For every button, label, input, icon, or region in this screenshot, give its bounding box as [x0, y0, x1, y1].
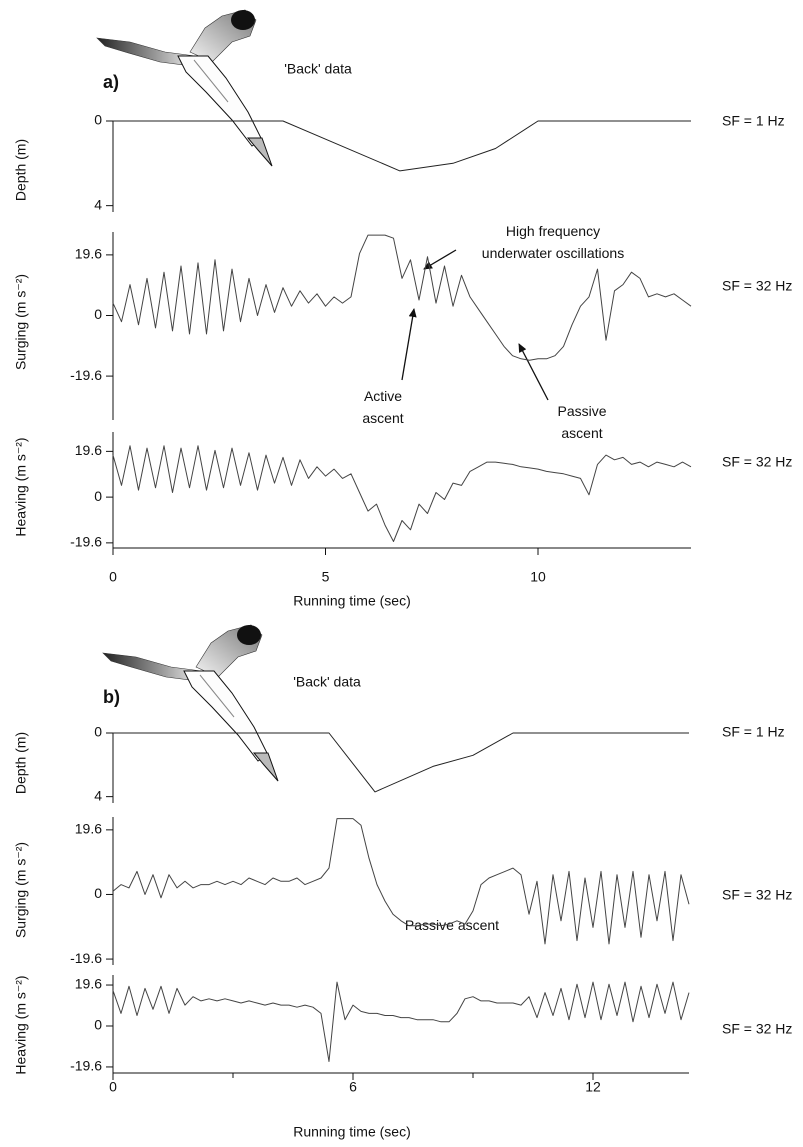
y-axis-title: Depth (m): [13, 732, 29, 794]
y-tick-label: 0: [94, 306, 102, 322]
panel-label: a): [103, 72, 119, 92]
y-tick-label: 19.6: [75, 821, 102, 837]
annotation-line: Active: [364, 388, 402, 404]
panel-caption: 'Back' data: [293, 674, 361, 690]
y-tick-label: 0: [94, 488, 102, 504]
data-line: [112, 818, 690, 945]
sample-frequency-label: SF = 1 Hz: [722, 113, 785, 129]
y-tick-label: -19.6: [70, 950, 102, 966]
x-tick-label: 10: [530, 569, 546, 585]
sample-frequency-label: SF = 1 Hz: [722, 724, 785, 740]
y-axis-title: Surging (m s⁻²): [13, 274, 29, 370]
panel-label: b): [103, 687, 120, 707]
y-tick-label: 4: [94, 787, 102, 803]
y-tick-label: -19.6: [70, 1058, 102, 1074]
annotation-line: ascent: [561, 425, 602, 441]
data-line: [112, 234, 692, 361]
y-tick-label: 4: [94, 196, 102, 212]
y-tick-label: 19.6: [75, 442, 102, 458]
annotation: High frequency underwater oscillations: [482, 223, 624, 261]
x-tick-label: 6: [349, 1079, 357, 1095]
y-axis-title: Depth (m): [13, 139, 29, 201]
data-line: [113, 120, 691, 172]
sample-frequency-label: SF = 32 Hz: [722, 278, 792, 294]
annotation-arrow: [401, 308, 417, 381]
sample-frequency-label: SF = 32 Hz: [722, 454, 792, 470]
data-line: [112, 981, 690, 1062]
sample-frequency-label: SF = 32 Hz: [722, 887, 792, 903]
x-tick-label: 12: [585, 1079, 601, 1095]
y-tick-label: -19.6: [70, 367, 102, 383]
annotation: Active ascent: [362, 388, 403, 426]
annotation-line: ascent: [362, 410, 403, 426]
bird-illustration: [102, 624, 279, 782]
annotation-line: underwater oscillations: [482, 245, 624, 261]
y-tick-label: 0: [94, 724, 102, 740]
y-tick-label: 19.6: [75, 976, 102, 992]
annotation-line: Passive ascent: [405, 917, 499, 933]
annotation-line: High frequency: [506, 223, 600, 239]
data-line: [113, 732, 689, 793]
x-tick-label: 0: [109, 1079, 117, 1095]
y-axis-title: Heaving (m s⁻²): [13, 437, 29, 536]
y-tick-label: -19.6: [70, 534, 102, 550]
x-tick-label: 0: [109, 569, 117, 585]
annotation: Passive ascent: [405, 917, 499, 933]
sample-frequency-label: SF = 32 Hz: [722, 1021, 792, 1037]
x-axis-title: Running time (sec): [293, 1124, 411, 1140]
y-axis-title: Surging (m s⁻²): [13, 842, 29, 938]
bird-illustration: [96, 9, 273, 167]
y-tick-label: 0: [94, 1017, 102, 1033]
annotation-line: Passive: [557, 403, 606, 419]
x-axis-title: Running time (sec): [293, 593, 411, 609]
x-tick-label: 5: [322, 569, 330, 585]
annotation-arrow: [518, 343, 549, 401]
y-tick-label: 0: [94, 112, 102, 128]
y-tick-label: 0: [94, 885, 102, 901]
y-tick-label: 19.6: [75, 246, 102, 262]
panel-caption: 'Back' data: [284, 61, 352, 77]
data-line: [112, 445, 692, 542]
y-axis-title: Heaving (m s⁻²): [13, 975, 29, 1074]
annotation: Passive ascent: [557, 403, 606, 441]
